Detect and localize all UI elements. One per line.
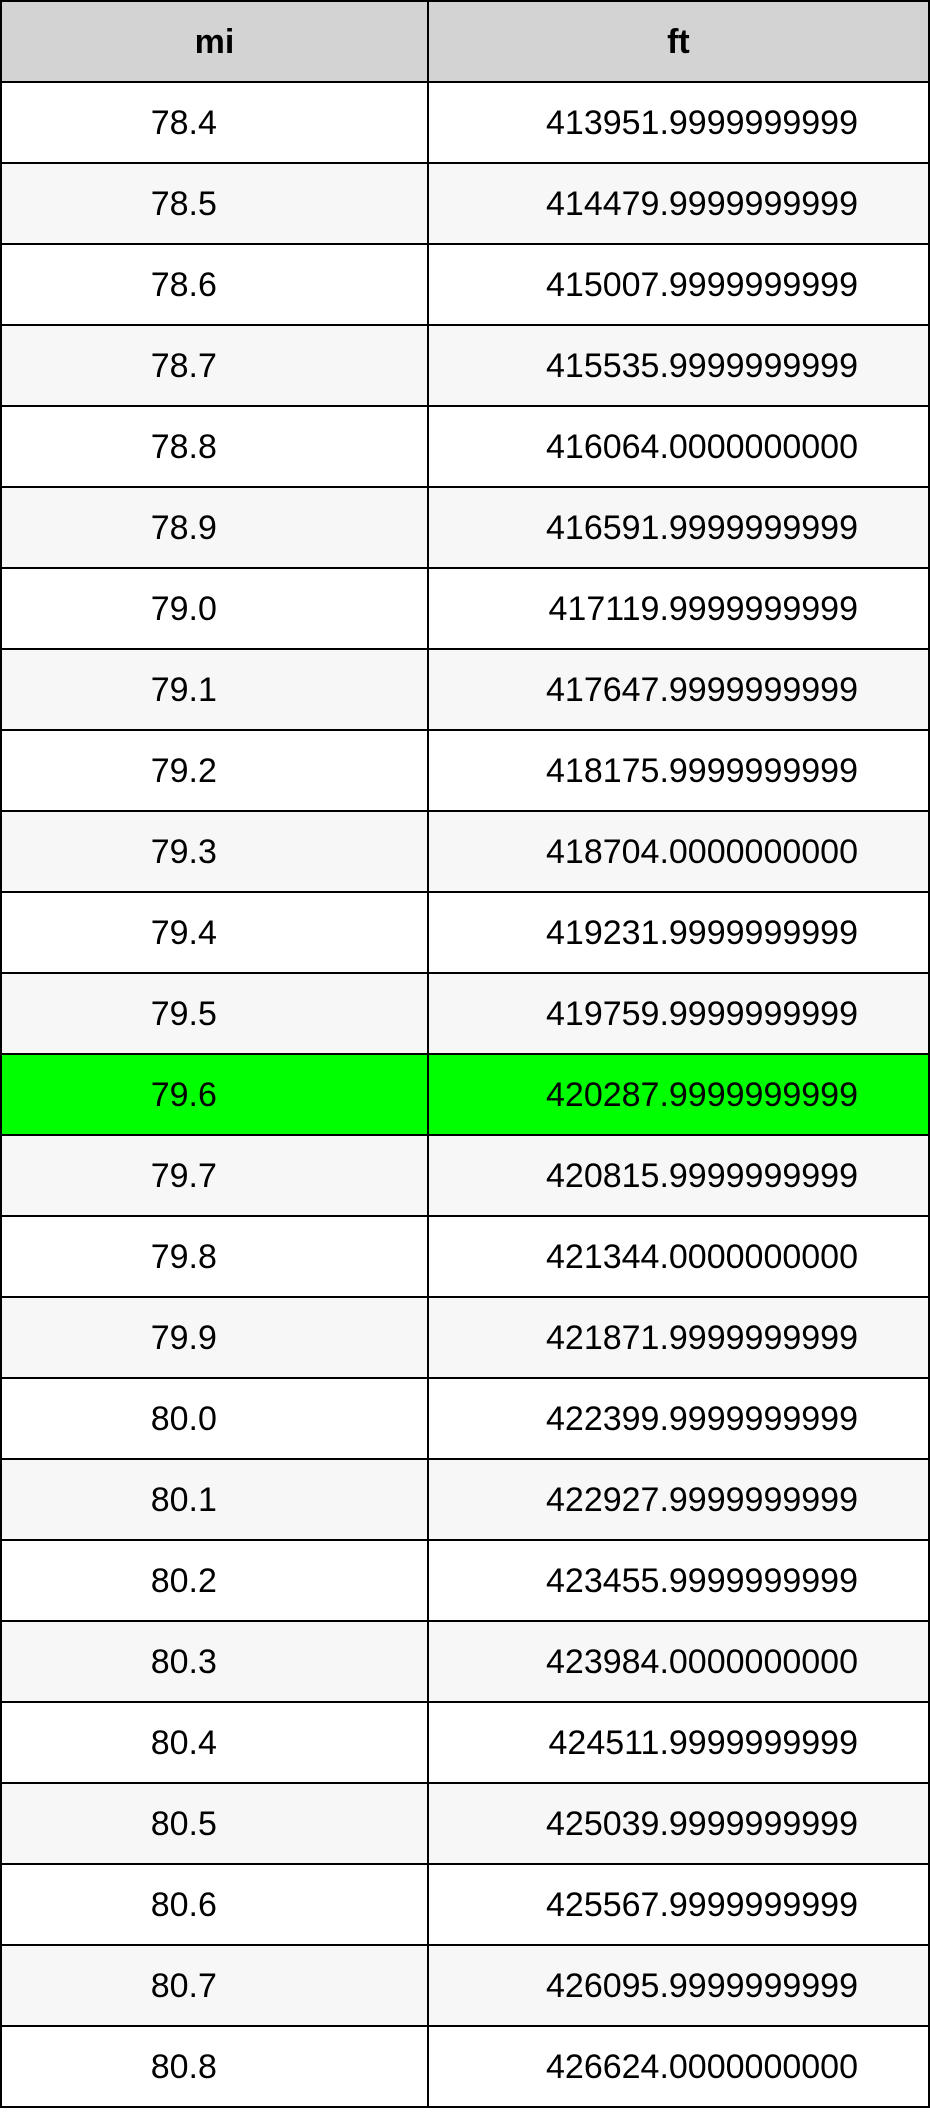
cell-ft: 425567.9999999999 [428, 1864, 929, 1945]
cell-mi: 80.2 [1, 1540, 428, 1621]
table-row: 80.1422927.9999999999 [1, 1459, 929, 1540]
table-row: 79.6420287.9999999999 [1, 1054, 929, 1135]
cell-mi: 78.9 [1, 487, 428, 568]
table-row: 79.9421871.9999999999 [1, 1297, 929, 1378]
cell-mi: 79.9 [1, 1297, 428, 1378]
cell-mi: 79.0 [1, 568, 428, 649]
table-row: 78.4413951.9999999999 [1, 82, 929, 163]
cell-mi: 79.1 [1, 649, 428, 730]
cell-mi: 80.7 [1, 1945, 428, 2026]
table-row: 79.4419231.9999999999 [1, 892, 929, 973]
table-row: 78.9416591.9999999999 [1, 487, 929, 568]
table-row: 79.0417119.9999999999 [1, 568, 929, 649]
table-row: 80.2423455.9999999999 [1, 1540, 929, 1621]
cell-mi: 80.1 [1, 1459, 428, 1540]
column-header-ft: ft [428, 1, 929, 82]
cell-mi: 80.0 [1, 1378, 428, 1459]
cell-mi: 80.5 [1, 1783, 428, 1864]
cell-mi: 80.4 [1, 1702, 428, 1783]
cell-ft: 415007.9999999999 [428, 244, 929, 325]
cell-ft: 425039.9999999999 [428, 1783, 929, 1864]
table-row: 80.7426095.9999999999 [1, 1945, 929, 2026]
cell-ft: 420815.9999999999 [428, 1135, 929, 1216]
cell-mi: 80.3 [1, 1621, 428, 1702]
cell-mi: 79.8 [1, 1216, 428, 1297]
cell-ft: 417119.9999999999 [428, 568, 929, 649]
table-row: 80.6425567.9999999999 [1, 1864, 929, 1945]
cell-mi: 79.7 [1, 1135, 428, 1216]
table-header-row: mi ft [1, 1, 929, 82]
table-body: 78.4413951.999999999978.5414479.99999999… [1, 82, 929, 2107]
table-row: 78.7415535.9999999999 [1, 325, 929, 406]
table-row: 79.5419759.9999999999 [1, 973, 929, 1054]
conversion-table: mi ft 78.4413951.999999999978.5414479.99… [0, 0, 930, 2108]
table-row: 80.5425039.9999999999 [1, 1783, 929, 1864]
cell-mi: 80.6 [1, 1864, 428, 1945]
cell-ft: 423455.9999999999 [428, 1540, 929, 1621]
cell-ft: 416591.9999999999 [428, 487, 929, 568]
cell-mi: 78.5 [1, 163, 428, 244]
table-row: 80.3423984.0000000000 [1, 1621, 929, 1702]
cell-mi: 78.8 [1, 406, 428, 487]
cell-ft: 415535.9999999999 [428, 325, 929, 406]
table-row: 79.7420815.9999999999 [1, 1135, 929, 1216]
cell-mi: 79.3 [1, 811, 428, 892]
cell-ft: 423984.0000000000 [428, 1621, 929, 1702]
table-header: mi ft [1, 1, 929, 82]
table-row: 78.5414479.9999999999 [1, 163, 929, 244]
cell-ft: 420287.9999999999 [428, 1054, 929, 1135]
table-row: 78.8416064.0000000000 [1, 406, 929, 487]
table-row: 80.0422399.9999999999 [1, 1378, 929, 1459]
table-row: 80.8426624.0000000000 [1, 2026, 929, 2107]
cell-ft: 422399.9999999999 [428, 1378, 929, 1459]
cell-ft: 419759.9999999999 [428, 973, 929, 1054]
cell-ft: 417647.9999999999 [428, 649, 929, 730]
column-header-mi: mi [1, 1, 428, 82]
cell-ft: 413951.9999999999 [428, 82, 929, 163]
cell-ft: 421344.0000000000 [428, 1216, 929, 1297]
cell-mi: 79.5 [1, 973, 428, 1054]
cell-ft: 426624.0000000000 [428, 2026, 929, 2107]
cell-ft: 416064.0000000000 [428, 406, 929, 487]
cell-mi: 78.7 [1, 325, 428, 406]
table-row: 79.2418175.9999999999 [1, 730, 929, 811]
cell-ft: 421871.9999999999 [428, 1297, 929, 1378]
cell-ft: 422927.9999999999 [428, 1459, 929, 1540]
table-row: 78.6415007.9999999999 [1, 244, 929, 325]
cell-ft: 426095.9999999999 [428, 1945, 929, 2026]
cell-ft: 424511.9999999999 [428, 1702, 929, 1783]
cell-mi: 80.8 [1, 2026, 428, 2107]
table-row: 79.1417647.9999999999 [1, 649, 929, 730]
cell-mi: 78.4 [1, 82, 428, 163]
cell-ft: 419231.9999999999 [428, 892, 929, 973]
cell-mi: 79.6 [1, 1054, 428, 1135]
cell-mi: 78.6 [1, 244, 428, 325]
table-row: 79.3418704.0000000000 [1, 811, 929, 892]
cell-ft: 418175.9999999999 [428, 730, 929, 811]
cell-mi: 79.4 [1, 892, 428, 973]
cell-mi: 79.2 [1, 730, 428, 811]
table-row: 79.8421344.0000000000 [1, 1216, 929, 1297]
cell-ft: 414479.9999999999 [428, 163, 929, 244]
table-row: 80.4424511.9999999999 [1, 1702, 929, 1783]
cell-ft: 418704.0000000000 [428, 811, 929, 892]
